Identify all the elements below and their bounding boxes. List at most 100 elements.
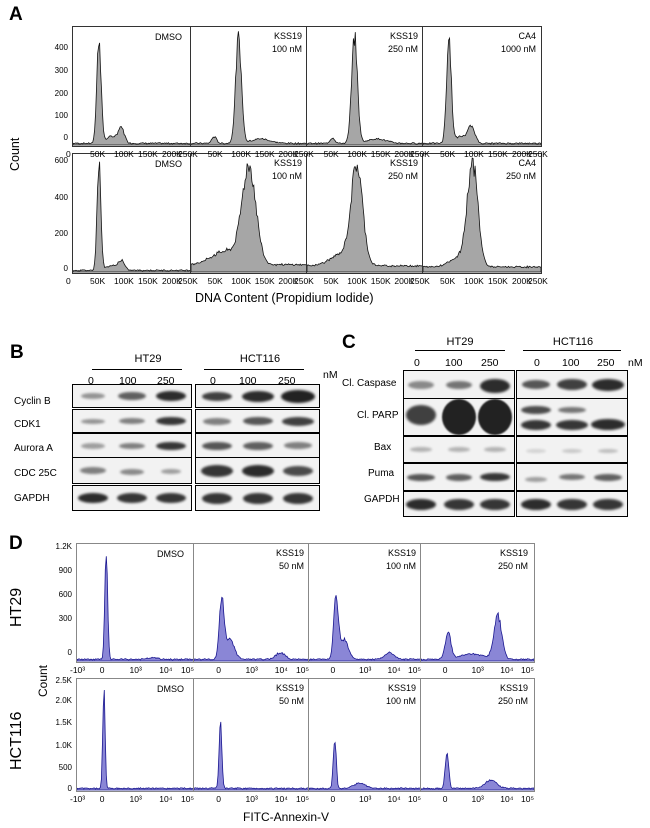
histogram-area bbox=[309, 595, 421, 662]
protein-band bbox=[480, 473, 511, 481]
blot-strip bbox=[516, 398, 628, 436]
histogram-area bbox=[73, 42, 191, 146]
a-r2-ytick: 0 bbox=[63, 264, 68, 273]
x-tick-label: 50K bbox=[440, 276, 456, 286]
protein-band bbox=[448, 447, 470, 452]
x-tick-label: 200K bbox=[512, 276, 532, 286]
blot-strip bbox=[195, 457, 320, 484]
x-tick-label: 200K bbox=[512, 149, 532, 159]
x-tick-label: 10⁴ bbox=[274, 794, 288, 804]
x-tick-label: 0 bbox=[442, 665, 448, 675]
d-r1-ytick: 1.2K bbox=[55, 542, 72, 551]
protein-band bbox=[241, 464, 274, 477]
d-row-title-hct116: HCT116 bbox=[8, 711, 25, 770]
b-conc: 0 bbox=[88, 375, 94, 387]
protein-band bbox=[405, 498, 436, 510]
protein-band bbox=[446, 473, 472, 481]
histogram-area bbox=[191, 163, 307, 273]
protein-band bbox=[202, 417, 231, 425]
blot-strip bbox=[72, 457, 192, 484]
a-r2-ytick: 400 bbox=[54, 193, 68, 202]
protein-band bbox=[78, 493, 109, 503]
protein-band bbox=[242, 417, 273, 425]
panel-a-x-title: DNA Content (Propidium Iodide) bbox=[195, 291, 374, 305]
x-tick-label: 100K bbox=[347, 149, 368, 159]
x-tick-label: 10⁴ bbox=[159, 665, 173, 675]
x-tick-label: 200K bbox=[162, 276, 182, 286]
x-tick-label: 10⁴ bbox=[387, 794, 401, 804]
c-conc: 100 bbox=[445, 357, 463, 369]
x-tick-label: 0 bbox=[216, 794, 221, 804]
x-tick-label: 250K bbox=[294, 149, 314, 159]
x-tick-label: 50K bbox=[207, 149, 223, 159]
a-histogram bbox=[72, 26, 192, 147]
x-tick-label: 200K bbox=[278, 276, 299, 286]
d-r2-ytick: 1.5K bbox=[55, 718, 72, 727]
d-histogram bbox=[193, 543, 310, 663]
panel-a-letter: A bbox=[9, 4, 23, 25]
x-tick-label: 250K bbox=[178, 149, 198, 159]
protein-band bbox=[525, 448, 546, 453]
c-group-title: HT29 bbox=[446, 336, 474, 348]
protein-band bbox=[200, 464, 233, 477]
protein-band bbox=[120, 468, 144, 475]
protein-band bbox=[562, 448, 582, 453]
protein-band bbox=[480, 498, 511, 510]
d-r2-label: KSS19 50 nM bbox=[275, 683, 304, 706]
a-r1-ytick: 100 bbox=[54, 111, 68, 120]
protein-band bbox=[444, 498, 474, 510]
d-r2-ytick: 1.0K bbox=[55, 741, 72, 750]
protein-band bbox=[282, 416, 315, 426]
b-group-underline bbox=[204, 369, 304, 370]
d-histogram bbox=[308, 678, 422, 792]
panel-a-y-title: Count bbox=[8, 137, 22, 171]
blot-strip bbox=[195, 384, 320, 408]
c-row-label: Cl. Caspase bbox=[342, 378, 397, 389]
c-conc: 0 bbox=[414, 357, 420, 369]
protein-band bbox=[442, 399, 476, 435]
protein-band bbox=[155, 441, 186, 450]
protein-band bbox=[520, 419, 551, 430]
protein-band bbox=[81, 418, 106, 424]
x-tick-label: 100K bbox=[347, 276, 368, 286]
d-r2-ytick: 0 bbox=[67, 784, 72, 793]
a-r1-label: KSS19 250 nM bbox=[387, 31, 418, 54]
d-r1-ytick: 300 bbox=[58, 614, 72, 623]
protein-band bbox=[81, 442, 106, 449]
c-row-label: Cl. PARP bbox=[357, 410, 399, 421]
a-r1-label: KSS19 100 nM bbox=[271, 31, 302, 54]
d-histogram bbox=[308, 543, 422, 663]
blot-strip bbox=[403, 436, 515, 463]
x-tick-label: 100K bbox=[464, 149, 484, 159]
protein-band bbox=[558, 406, 586, 413]
x-tick-label: 10³ bbox=[129, 794, 142, 804]
x-tick-label: 0 bbox=[99, 665, 105, 675]
x-tick-label: 100K bbox=[464, 276, 484, 286]
protein-band bbox=[283, 465, 314, 476]
a-r1-ytick: 0 bbox=[63, 133, 68, 142]
x-tick-label: -10³ bbox=[70, 665, 86, 675]
histogram-area bbox=[191, 31, 307, 146]
protein-band bbox=[409, 447, 432, 452]
x-tick-label: 100K bbox=[231, 276, 252, 286]
b-conc: 0 bbox=[210, 375, 216, 387]
protein-band bbox=[160, 469, 181, 475]
blot-strip bbox=[403, 463, 515, 491]
protein-band bbox=[556, 419, 588, 430]
x-tick-label: 10⁵ bbox=[296, 665, 309, 675]
c-group-title: HCT116 bbox=[552, 336, 594, 348]
protein-band bbox=[155, 493, 186, 503]
histogram-area bbox=[307, 164, 423, 273]
d-r2-ytick: 500 bbox=[58, 763, 72, 772]
c-row-label: GAPDH bbox=[364, 494, 400, 505]
panel-b-letter: B bbox=[10, 342, 24, 363]
a-r1-ytick: 200 bbox=[54, 89, 68, 98]
x-tick-label: 10⁴ bbox=[274, 665, 288, 675]
histogram-area bbox=[421, 611, 534, 662]
x-tick-label: 50K bbox=[207, 276, 223, 286]
x-tick-label: 10⁵ bbox=[181, 794, 194, 804]
c-unit: nM bbox=[628, 357, 643, 369]
x-tick-label: 50K bbox=[323, 276, 339, 286]
protein-band bbox=[593, 498, 624, 510]
d-r2-label: KSS19 100 nM bbox=[385, 683, 416, 706]
